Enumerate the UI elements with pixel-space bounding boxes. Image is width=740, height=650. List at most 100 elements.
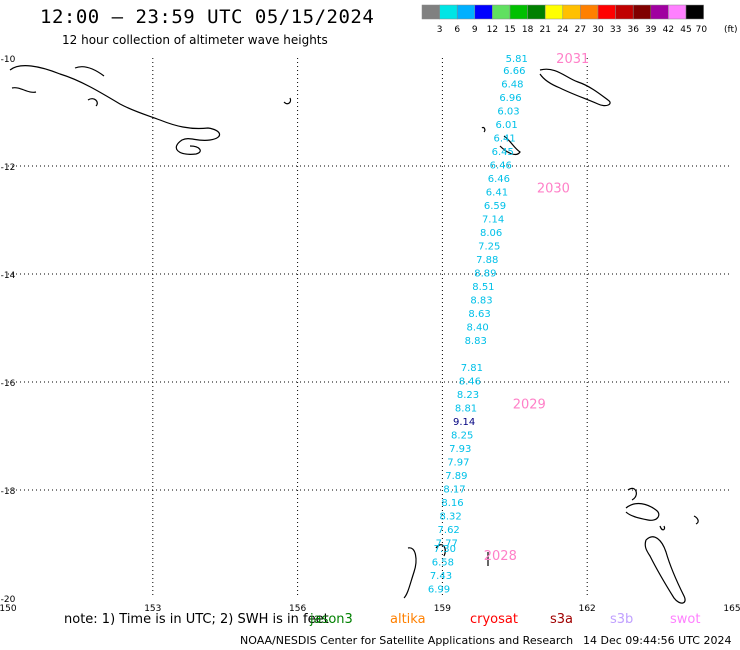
wave-height-label: 8.32 [439,511,461,522]
wave-height-label: 6.41 [494,133,516,144]
footer-note: note: 1) Time is in UTC; 2) SWH is in fe… [64,612,329,627]
pass-time-label: 2028 [484,549,517,564]
wave-height-label: 7.81 [461,363,483,374]
wave-height-label: 6.58 [432,557,454,568]
coastline [625,502,660,521]
coastline [481,126,486,133]
page-title: 12:00 – 23:59 UTC 05/15/2024 [40,6,375,28]
coastline [87,98,98,107]
pass-time-label: 2031 [556,52,589,67]
coastline [644,536,686,604]
wave-height-label: 7.30 [434,544,456,555]
wave-height-label: 6.03 [497,106,519,117]
legend-label: 15 [504,25,515,35]
legend-label: 42 [663,25,674,35]
wave-height-label: 9.14 [453,417,475,428]
page-subtitle: 12 hour collection of altimeter wave hei… [62,33,328,47]
wave-height-label: 7.88 [476,255,498,266]
coastline [659,525,666,531]
legend-label: 36 [627,25,639,35]
y-tick-label: -10 [1,55,16,65]
coastline [283,97,292,105]
color-legend: 3 6 9 12 15 18 21 24 27 30 33 36 39 42 45 70 (ft) [421,4,738,35]
wave-height-label: 7.77 [436,538,458,549]
y-tick-label: -14 [1,271,16,281]
coastline [539,68,611,107]
legend-label: 12 [487,25,498,35]
x-tick-label: 159 [434,604,451,614]
legend-label: 45 [680,25,691,35]
coastline [11,87,37,93]
wave-height-label: 8.63 [468,309,490,320]
wave-height-label: 6.46 [488,174,510,185]
legend-label: 33 [610,25,621,35]
wave-height-label: 7.14 [482,214,504,225]
wave-height-label: 8.06 [480,228,502,239]
satellite-name-s3b: s3b [610,612,634,627]
coastline [499,135,521,156]
coastline [435,544,446,557]
wave-height-label: 8.40 [467,322,489,333]
wave-height-label: 8.25 [451,430,473,441]
coastline [9,65,221,155]
wave-height-label: 6.66 [503,66,525,77]
y-tick-label: -16 [1,379,16,389]
wave-height-label: 7.93 [449,444,471,455]
wave-height-label: 6.59 [484,201,506,212]
wave-height-label: 7.25 [478,241,500,252]
wave-height-label: 6.41 [486,187,508,198]
x-tick-label: 165 [723,604,740,614]
legend-label: 30 [592,25,604,35]
coastline [693,515,699,525]
wave-height-label: 8.83 [465,336,487,347]
wave-height-label: 8.23 [457,390,479,401]
wave-height-label: 7.89 [445,471,467,482]
credit-line: NOAA/NESDIS Center for Satellite Applica… [240,634,574,647]
pass-time-label: 2030 [537,182,570,197]
y-tick-label: -20 [1,595,16,605]
legend-label: 27 [575,25,586,35]
wave-height-label: 6.48 [501,79,523,90]
legend-label: 9 [472,25,478,35]
x-tick-label: 162 [579,604,596,614]
y-tick-label: -12 [1,163,16,173]
wave-height-label: 8.17 [443,484,465,495]
satellite-name-altika: altika [390,612,426,627]
wave-height-label: 7.97 [447,457,469,468]
wave-height-label: 6.01 [495,120,517,131]
satellite-name-s3a: s3a [550,612,574,627]
wave-height-label: 8.51 [472,282,494,293]
legend-label: 39 [645,25,657,35]
legend-unit: (ft) [724,25,738,35]
pass-time-label: 2029 [513,398,546,413]
legend-label: 3 [437,25,443,35]
footer-note-row: note: 1) Time is in UTC; 2) SWH is in fe… [0,612,740,630]
wave-height-label: 8.83 [470,295,492,306]
wave-height-label: 5.81 [506,54,528,65]
generated-timestamp: 14 Dec 09:44:56 UTC 2024 [583,634,732,647]
x-tick-label: 153 [144,604,161,614]
legend-label: 24 [557,25,569,35]
wave-height-label: 7.62 [438,525,460,536]
wave-height-label: 8.16 [441,498,463,509]
coastline [627,487,637,501]
satellite-name-cryosat: cryosat [470,612,518,627]
legend-label: 18 [522,25,534,35]
x-tick-label: 150 [0,604,17,614]
coastline [403,547,417,599]
legend-label: 6 [454,25,460,35]
legend-label: 21 [539,25,550,35]
wave-height-label: 8.89 [474,268,496,279]
wave-height-label: 8.81 [455,403,477,414]
legend-swatch [685,4,704,20]
map-frame [8,58,732,598]
y-tick-label: -18 [1,487,16,497]
wave-height-label: 6.45 [492,147,514,158]
wave-height-label: 6.46 [490,160,512,171]
wave-height-label: 6.99 [428,584,450,595]
wave-height-label: 6.96 [499,93,521,104]
wave-height-label: 7.43 [430,571,452,582]
x-tick-label: 156 [289,604,306,614]
satellite-name-jason3: jason3 [310,612,353,627]
